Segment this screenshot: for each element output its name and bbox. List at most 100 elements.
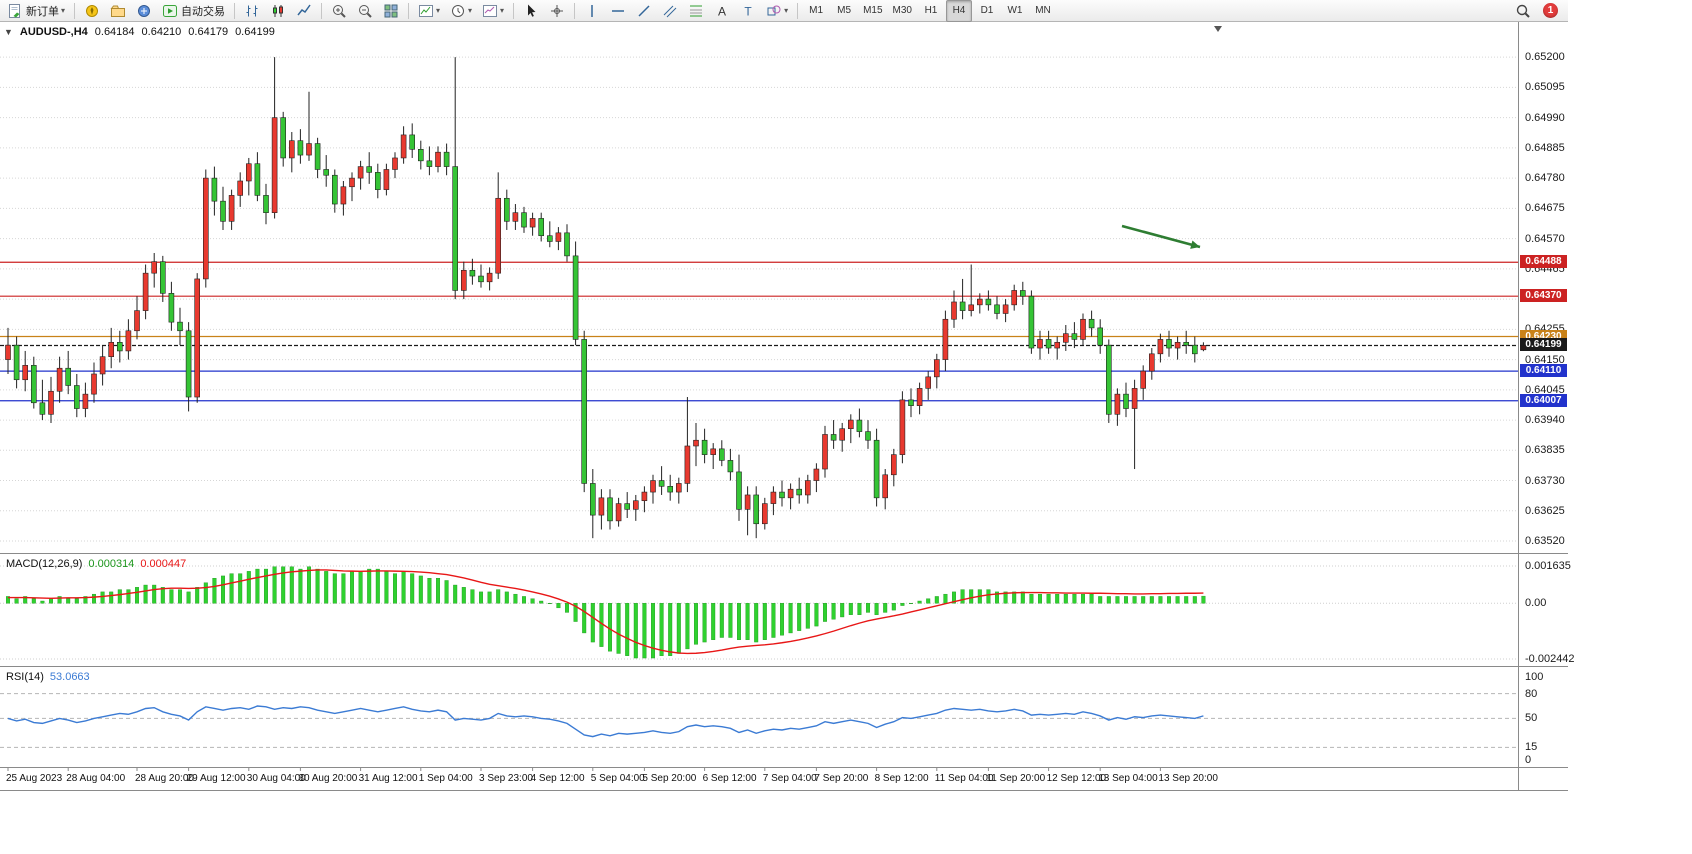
bull-candle xyxy=(925,376,932,389)
timeframe-w1-button[interactable]: W1 xyxy=(1007,5,1023,16)
bull-candle xyxy=(392,157,398,170)
bull-candle xyxy=(306,143,312,156)
zoom-out-button[interactable] xyxy=(353,0,377,22)
crosshair-button[interactable] xyxy=(545,0,569,22)
macd-signal-value: 0.000447 xyxy=(140,558,187,570)
time-axis-label: 12 Sep 12:00 xyxy=(1046,773,1107,784)
zoom-out-icon xyxy=(357,3,373,19)
bar-chart-button[interactable] xyxy=(240,0,264,22)
time-axis-label: 8 Sep 12:00 xyxy=(874,773,929,784)
bear-candle xyxy=(160,261,166,294)
candlestick-icon xyxy=(270,3,286,19)
bull-candle xyxy=(555,232,562,242)
timeframe-h4-button[interactable]: H4 xyxy=(945,0,972,22)
data-window-button[interactable] xyxy=(132,0,156,22)
horizontal-line-button[interactable] xyxy=(606,0,630,22)
tile-windows-button[interactable] xyxy=(379,0,403,22)
bear-candle xyxy=(1106,344,1112,415)
price-tick: 0.64885 xyxy=(1525,141,1565,154)
trendline-icon xyxy=(636,3,652,19)
time-axis-label: 25 Aug 2023 xyxy=(6,773,63,784)
price-level-badge: 0.64488 xyxy=(1520,255,1567,269)
new-order-button[interactable]: 新订单 ▾ xyxy=(3,0,69,22)
timeframe-m15-button[interactable]: M15 xyxy=(863,5,883,16)
bear-candle xyxy=(538,218,545,237)
search-button[interactable] xyxy=(1511,0,1535,22)
timeframe-h1-button[interactable]: H1 xyxy=(924,5,938,16)
candlestick-button[interactable] xyxy=(266,0,290,22)
bull-candle xyxy=(641,491,648,502)
timeframe-m30-button[interactable]: M30 xyxy=(892,5,912,16)
shapes-button[interactable]: ▾ xyxy=(762,0,792,22)
bull-candle xyxy=(899,399,906,455)
fibonacci-button[interactable] xyxy=(684,0,708,22)
text-icon: A xyxy=(714,3,730,19)
clock-icon xyxy=(450,3,466,19)
zoom-in-button[interactable] xyxy=(327,0,351,22)
timeframe-m5-button[interactable]: M5 xyxy=(837,5,852,16)
bull-candle xyxy=(710,448,717,455)
periods-button[interactable]: ▾ xyxy=(446,0,476,22)
trendline-button[interactable] xyxy=(632,0,656,22)
channel-button[interactable] xyxy=(658,0,682,22)
timeframe-d1-button[interactable]: D1 xyxy=(980,5,994,16)
metaquotes-button[interactable] xyxy=(80,0,104,22)
line-chart-button[interactable] xyxy=(292,0,316,22)
bear-candle xyxy=(469,269,476,277)
price-tick: 0.64780 xyxy=(1525,172,1565,185)
price-tick: 80 xyxy=(1525,687,1538,700)
bull-candle xyxy=(22,365,29,381)
label-button[interactable]: T xyxy=(736,0,760,22)
notifications-badge[interactable]: 1 xyxy=(1543,3,1558,18)
bear-candle xyxy=(117,341,123,352)
autotrading-button[interactable]: 自动交易 xyxy=(158,0,229,22)
bear-candle xyxy=(908,399,914,406)
price-tick: 0.001635 xyxy=(1525,559,1571,572)
bull-candle xyxy=(787,488,794,499)
price-level-badge: 0.64110 xyxy=(1520,364,1567,378)
charts-profile-button[interactable] xyxy=(106,0,130,22)
time-axis-label: 13 Sep 20:00 xyxy=(1158,773,1218,784)
bull-candle xyxy=(839,428,846,441)
timeframe-m1-button[interactable]: M1 xyxy=(809,5,824,16)
chart-canvas[interactable] xyxy=(0,0,1568,792)
rsi-title: RSI(14) xyxy=(6,671,44,683)
bear-candle xyxy=(39,402,46,415)
bear-candle xyxy=(478,275,484,283)
text-button[interactable]: A xyxy=(710,0,734,22)
bear-candle xyxy=(727,460,734,473)
bear-candle xyxy=(994,304,1000,314)
profiles-icon xyxy=(110,3,126,19)
bear-candle xyxy=(503,197,510,222)
channel-icon xyxy=(662,3,678,19)
panel-separators xyxy=(0,22,1568,791)
cursor-button[interactable] xyxy=(519,0,543,22)
bear-candle xyxy=(1123,393,1129,409)
bull-candle xyxy=(1037,339,1043,349)
time-axis[interactable]: 25 Aug 2023 28 Aug 04:00 28 Aug 20:00 29 Au… xyxy=(0,771,1518,790)
templates-button[interactable]: ▾ xyxy=(478,0,508,22)
bull-candle xyxy=(598,497,605,516)
bear-candle xyxy=(796,488,803,496)
price-tick: 100 xyxy=(1525,671,1544,684)
timeframe-mn-button[interactable]: MN xyxy=(1035,5,1051,16)
bear-candle xyxy=(409,134,416,150)
bear-candle xyxy=(426,160,433,167)
bull-candle xyxy=(684,445,691,484)
price-tick: 0.63625 xyxy=(1525,504,1565,517)
new-chart-button[interactable]: ▾ xyxy=(414,0,444,22)
symbol-period-label: AUDUSD-,H4 xyxy=(19,26,88,38)
bull-candle xyxy=(804,480,811,496)
one-click-trading-toggle[interactable]: ▼ xyxy=(4,27,13,37)
app-window: 新订单 ▾ 自动交易 ▾ ▾ ▾ A T ▾ M1 M5 M15 M30 H1 H4 D1 W1 MN 1 ▼ AU… xyxy=(0,0,1575,792)
toolbar-separator xyxy=(74,2,76,19)
bear-candle xyxy=(185,330,192,398)
price-axis[interactable]: 0.65200 0.65095 0.64990 0.64885 0.64780 0.646… xyxy=(1519,0,1575,792)
bear-candle xyxy=(572,255,579,340)
bear-candle xyxy=(959,301,966,311)
label-icon: T xyxy=(740,3,756,19)
bull-candle xyxy=(246,163,252,182)
toolbar-separator xyxy=(234,2,236,19)
bull-candle xyxy=(228,195,235,222)
vertical-line-button[interactable] xyxy=(580,0,604,22)
